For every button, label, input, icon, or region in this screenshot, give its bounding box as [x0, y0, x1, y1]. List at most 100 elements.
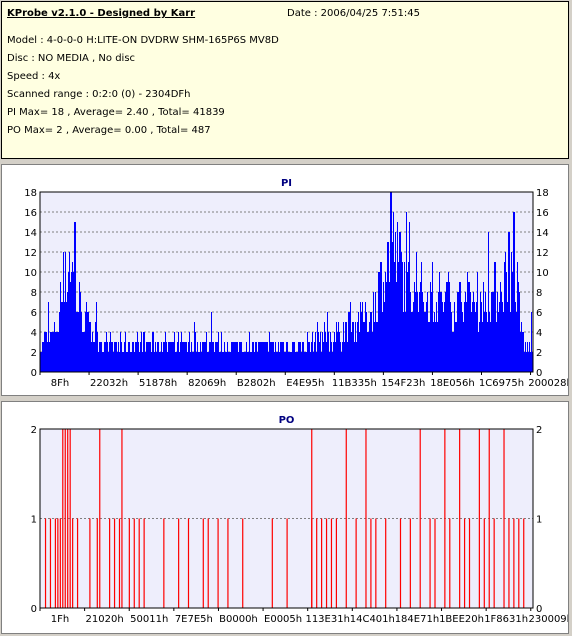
pi-bar: [530, 352, 531, 372]
pi-bar: [104, 342, 105, 372]
po-bar: [325, 518, 328, 608]
pi-bar: [249, 332, 250, 372]
po-bar: [459, 429, 461, 608]
pi-bar: [120, 332, 121, 372]
pi-bar: [421, 262, 422, 372]
pi-bar: [453, 332, 454, 372]
po-bar: [365, 429, 367, 608]
pi-bar: [49, 342, 50, 372]
pi-bar: [114, 342, 115, 372]
pi-bar: [507, 302, 508, 372]
pi-x-tick-label: 154F23h: [381, 378, 425, 389]
pi-bar: [477, 272, 478, 372]
pi-bar: [319, 342, 320, 372]
pi-bar: [525, 342, 526, 372]
pi-bar: [211, 312, 212, 372]
pi-bar: [501, 292, 502, 372]
pi-bar: [347, 342, 348, 372]
pi-bar: [531, 312, 532, 372]
pi-bar: [527, 342, 528, 372]
pi-bar: [515, 302, 516, 372]
pi-bar: [230, 352, 231, 372]
pi-bar: [89, 322, 90, 372]
pi-y-tick-left: 8: [31, 288, 37, 299]
pi-bar: [293, 342, 294, 372]
pi-bar: [432, 262, 433, 372]
pi-bar: [394, 262, 395, 372]
pi-bar: [47, 342, 48, 372]
pi-bar: [528, 352, 529, 372]
pi-bar: [333, 342, 334, 372]
pi-bar: [410, 292, 411, 372]
pi-bar: [129, 342, 130, 372]
po-chart-panel: 0 0 1 1 2 2 1Fh 21020h 50011h 7E7E5h B0000h E0005h 1…: [1, 401, 572, 634]
pi-bar: [92, 332, 93, 372]
pi-bar: [259, 342, 260, 372]
pi-bar: [252, 342, 253, 372]
pi-x-tick-label: 200028h: [528, 378, 568, 389]
pi-bar: [358, 312, 359, 372]
pi-bar: [209, 342, 210, 372]
pi-bar: [147, 342, 148, 372]
pi-bar: [54, 322, 55, 372]
pi-bar: [182, 342, 183, 372]
pi-bar: [44, 332, 45, 372]
pi-bar: [124, 342, 125, 372]
pi-bar: [495, 262, 496, 372]
pi-bar: [325, 332, 326, 372]
po-bar: [133, 518, 135, 608]
pi-bar: [502, 302, 503, 372]
po-bar: [513, 518, 515, 608]
pi-bar: [158, 342, 159, 372]
pi-bar: [384, 302, 385, 372]
pi-bar: [267, 342, 268, 372]
pi-bar: [145, 352, 146, 372]
po-bar: [286, 518, 288, 608]
pi-bar: [368, 332, 369, 372]
pi-bar: [270, 342, 271, 372]
pi-bar: [90, 322, 91, 372]
pi-bar: [503, 312, 504, 372]
po-x-tick-label: 7E7E5h: [175, 614, 213, 625]
pi-bar: [206, 332, 207, 372]
pi-bar: [100, 342, 101, 372]
pi-bar: [171, 342, 172, 372]
po-bar: [138, 518, 140, 608]
pi-bar: [346, 322, 347, 372]
pi-bar: [423, 302, 424, 372]
pi-bar: [379, 272, 380, 372]
pi-bar: [335, 342, 336, 372]
pi-bar: [296, 352, 297, 372]
pi-y-tick-right: 8: [536, 288, 542, 299]
pi-bar: [106, 332, 107, 372]
pi-chart: 0 0 2 2 4 4 6 6 8 8 10 10 12 12 14 14 16 16 18 18 8Fh 22032h 5…: [24, 178, 572, 389]
pi-bar: [420, 282, 421, 372]
po-plot-border: [39, 428, 534, 609]
po-y-tick-right: 1: [536, 515, 542, 526]
pi-y-tick-right: 14: [536, 228, 549, 239]
pi-bar: [224, 342, 225, 372]
pi-bar: [486, 312, 487, 372]
pi-plot-border: [39, 191, 534, 373]
pi-bar: [239, 342, 240, 372]
po-x-tick-label: 230009h: [529, 614, 568, 625]
pi-bar: [257, 352, 258, 372]
pi-bar: [393, 212, 394, 372]
po-bar: [163, 518, 165, 608]
pi-bar: [219, 352, 220, 372]
scan-date: Date : 2006/04/25 7:51:45: [287, 8, 420, 19]
pi-bar: [407, 272, 408, 372]
pi-bar: [526, 352, 527, 372]
pi-bar: [46, 332, 47, 372]
pi-y-tick-left: 14: [24, 228, 37, 239]
pi-bar: [290, 352, 291, 372]
pi-bar: [265, 342, 266, 372]
pi-bar: [298, 342, 299, 372]
pi-bar: [116, 342, 117, 372]
po-bar: [271, 518, 273, 608]
pi-bar: [374, 322, 375, 372]
pi-bar: [465, 292, 466, 372]
po-bar: [355, 518, 357, 608]
pi-y-tick-left: 0: [31, 368, 37, 379]
